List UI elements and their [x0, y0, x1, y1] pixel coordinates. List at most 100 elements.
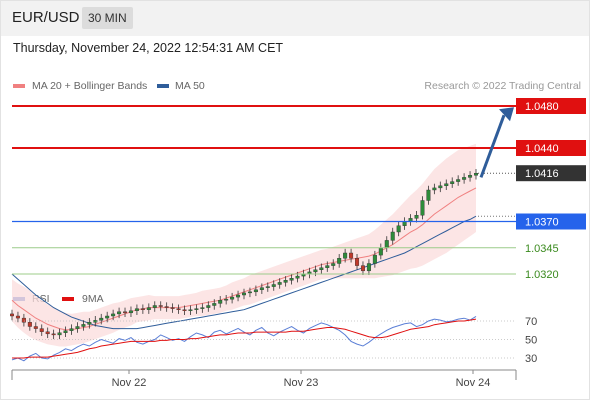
price-candles [9, 169, 479, 340]
candle-body [253, 289, 258, 293]
level-tag-pivot [516, 213, 586, 230]
legend-swatch-9ma [62, 297, 74, 301]
level-label-support-1.0345: 1.0345 [525, 243, 559, 255]
candle-body [277, 282, 282, 285]
rsi-tick-30: 30 [525, 353, 537, 365]
candle-body [247, 291, 252, 294]
candle-body [75, 326, 80, 329]
candle-body [45, 331, 50, 335]
rsi-tick-70: 70 [525, 316, 537, 328]
candle-body [325, 265, 330, 268]
candle-body [206, 305, 211, 308]
candle-body [295, 275, 300, 279]
legend-label-ma20: MA 20 + Bollinger Bands [32, 80, 148, 92]
candle-body [402, 221, 407, 226]
level-label-pivot: 1.0370 [525, 217, 559, 229]
candle-body [236, 294, 241, 298]
candle-body [170, 307, 175, 309]
candle-body [283, 280, 288, 283]
candle-body [349, 252, 354, 259]
candle-body [289, 278, 294, 281]
candle-body [390, 231, 395, 241]
candle-body [51, 333, 56, 336]
bollinger-band-area [12, 143, 476, 347]
candle-body [331, 263, 336, 266]
candle-body [140, 308, 145, 310]
header-bar: EUR/USD 30 MIN [0, 0, 590, 36]
rsi-tick-50: 50 [525, 335, 537, 347]
price-levels: 1.0480 1.0440 1.0416 1.0370 1.0345 1.0320 [12, 98, 586, 281]
candle-body [117, 311, 122, 315]
candle-body [474, 172, 479, 176]
candle-body [33, 326, 38, 329]
candle-body [456, 179, 461, 182]
candle-body [128, 310, 133, 314]
candle-body [224, 299, 229, 301]
candle-body [337, 258, 342, 264]
candle-body [87, 322, 92, 325]
candle-body [200, 307, 205, 309]
candle-body [123, 311, 128, 314]
level-tag-1.0480 [516, 98, 586, 114]
forecast-arrow-shaft [479, 114, 506, 178]
candle-body [462, 177, 467, 180]
candle-body [39, 328, 44, 332]
candle-body [396, 225, 401, 233]
candle-body [69, 328, 74, 331]
candle-body [378, 247, 383, 256]
candle-body [176, 308, 181, 310]
candle-body [414, 214, 419, 219]
level-tag-last [516, 165, 586, 182]
rsi-line [11, 315, 477, 362]
candle-body [343, 252, 348, 259]
candle-body [355, 258, 360, 266]
candle-body [134, 308, 139, 311]
timestamp: Thursday, November 24, 2022 12:54:31 AM … [13, 41, 284, 55]
legend-swatch-ma20 [13, 84, 25, 88]
candle-body [27, 322, 32, 327]
candle-body [105, 315, 110, 319]
candle-body [319, 267, 324, 271]
candle-body [438, 185, 443, 189]
candle-body [182, 309, 187, 311]
candle-body [164, 306, 169, 308]
candle-body [426, 189, 431, 201]
x-tick-label-1: Nov 23 [284, 377, 319, 389]
level-label-support-1.0320: 1.0320 [525, 269, 559, 281]
candle-body [366, 263, 371, 272]
candle-body [384, 240, 389, 248]
candle-body [188, 309, 193, 311]
candle-body [468, 175, 473, 178]
candle-body [241, 292, 246, 296]
candle-body [152, 305, 157, 308]
candle-body [212, 303, 217, 306]
candle-body [63, 330, 68, 334]
level-label-1.0480: 1.0480 [525, 101, 559, 113]
level-label-1.0440: 1.0440 [525, 143, 559, 155]
candle-body [146, 307, 151, 310]
candle-body [21, 317, 26, 323]
candle-body [81, 324, 86, 327]
candle-body [372, 254, 377, 264]
candle-body [432, 187, 437, 191]
forecast-arrow-head [499, 107, 514, 122]
candle-body [158, 305, 163, 307]
candle-body [111, 313, 116, 317]
level-label-last: 1.0416 [525, 168, 559, 180]
candle-body [218, 300, 223, 304]
timeframe-button[interactable]: 30 MIN [82, 7, 133, 29]
candle-body [271, 284, 276, 287]
candle-body [99, 317, 104, 321]
candle-body [230, 296, 235, 300]
rsi-ma9-line [12, 318, 477, 359]
legend-label-ma50: MA 50 [175, 80, 205, 92]
candle-body [420, 200, 425, 216]
candle-body [9, 313, 14, 317]
credit-text: Research © 2022 Trading Central [424, 80, 581, 92]
legend-label-9ma: 9MA [82, 293, 104, 305]
candle-body [15, 315, 20, 319]
candle-body [57, 332, 62, 336]
x-tick-label-2: Nov 24 [456, 377, 491, 389]
candle-body [450, 181, 455, 184]
